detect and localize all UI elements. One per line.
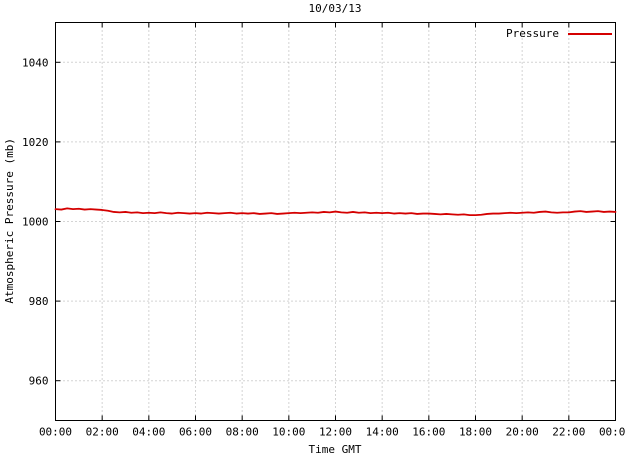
x-tick-label: 16:00 bbox=[412, 426, 445, 439]
y-tick-label: 980 bbox=[29, 295, 49, 308]
y-tick-label: 960 bbox=[29, 375, 49, 388]
x-tick-label: 20:00 bbox=[506, 426, 539, 439]
x-tick-label: 02:00 bbox=[86, 426, 119, 439]
x-tick-label: 14:00 bbox=[366, 426, 399, 439]
x-tick-label: 04:00 bbox=[132, 426, 165, 439]
y-tick-label: 1040 bbox=[22, 56, 49, 69]
x-tick-label: 06:00 bbox=[179, 426, 212, 439]
x-tick-label: 00:00 bbox=[39, 426, 72, 439]
legend-label: Pressure bbox=[506, 27, 559, 40]
legend-line-sample bbox=[568, 32, 612, 35]
x-tick-label: 08:00 bbox=[226, 426, 259, 439]
legend: Pressure bbox=[506, 27, 612, 40]
plot-border bbox=[55, 22, 616, 421]
chart-title: 10/03/13 bbox=[308, 2, 362, 15]
x-tick-label: 10:00 bbox=[272, 426, 305, 439]
x-tick-label: 22:00 bbox=[552, 426, 585, 439]
x-tick-label: 00:00 bbox=[599, 426, 626, 439]
y-axis-label-text: Atmospheric Pressure (mb) bbox=[2, 138, 16, 304]
pressure-line bbox=[54, 207, 617, 217]
y-axis-label: Atmospheric Pressure (mb) bbox=[0, 22, 18, 420]
x-axis-label: Time GMT bbox=[308, 443, 362, 456]
x-tick-label: 18:00 bbox=[459, 426, 492, 439]
y-tick-label: 1000 bbox=[22, 216, 49, 229]
x-tick-label: 12:00 bbox=[319, 426, 352, 439]
y-tick-label: 1020 bbox=[22, 136, 49, 149]
